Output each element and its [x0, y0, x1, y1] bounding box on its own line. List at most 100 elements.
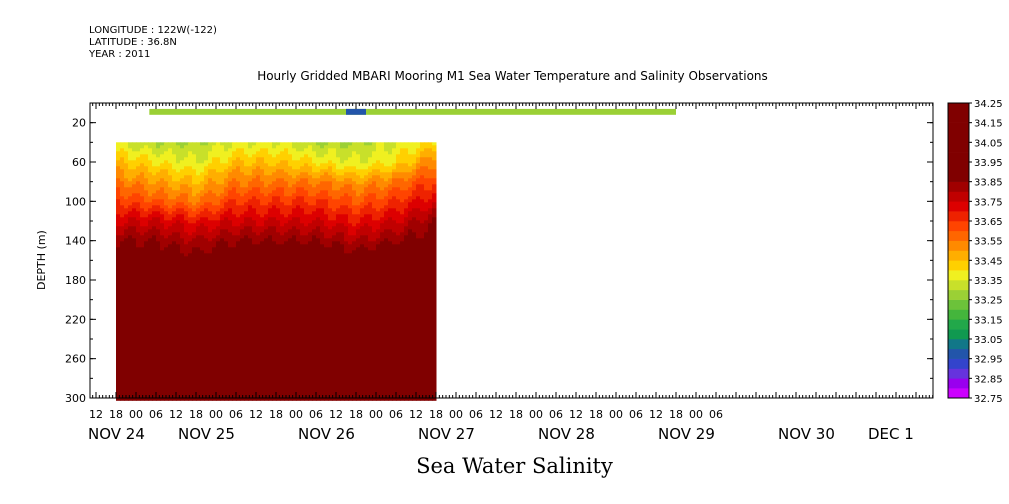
heatmap-cell [224, 202, 229, 206]
heatmap-cell [248, 388, 253, 392]
heatmap-cell [276, 223, 281, 227]
heatmap-cell [324, 229, 329, 233]
heatmap-cell [192, 154, 197, 158]
heatmap-cell [236, 355, 241, 359]
heatmap-cell [340, 301, 345, 305]
heatmap-cell [264, 301, 269, 305]
heatmap-cell [168, 190, 173, 194]
heatmap-cell [340, 292, 345, 296]
heatmap-cell [244, 391, 249, 395]
heatmap-cell [256, 172, 261, 176]
heatmap-cell [292, 235, 297, 239]
heatmap-cell [120, 346, 125, 350]
heatmap-cell [220, 295, 225, 299]
heatmap-cell [200, 292, 205, 296]
heatmap-cell [344, 268, 349, 272]
heatmap-cell [272, 340, 277, 344]
heatmap-cell [144, 277, 149, 281]
heatmap-cell [216, 331, 221, 335]
heatmap-cell [288, 280, 293, 284]
heatmap-cell [256, 310, 261, 314]
heatmap-cell [216, 265, 221, 269]
heatmap-cell [160, 388, 165, 392]
heatmap-cell [308, 316, 313, 320]
heatmap-cell [312, 223, 317, 227]
heatmap-cell [168, 169, 173, 173]
heatmap-cell [132, 394, 137, 398]
heatmap-cell [296, 364, 301, 368]
heatmap-cell [172, 313, 177, 317]
heatmap-cell [124, 232, 129, 236]
heatmap-cell [180, 274, 185, 278]
heatmap-cell [296, 358, 301, 362]
heatmap-cell [124, 238, 129, 242]
heatmap-cell [196, 208, 201, 212]
heatmap-cell [116, 226, 121, 230]
heatmap-cell [208, 322, 213, 326]
heatmap-cell [248, 295, 253, 299]
heatmap-cell [128, 271, 133, 275]
heatmap-cell [208, 244, 213, 248]
heatmap-cell [148, 304, 153, 308]
heatmap-cell [260, 160, 265, 164]
heatmap-cell [280, 184, 285, 188]
heatmap-cell [228, 160, 233, 164]
heatmap-cell [344, 211, 349, 215]
heatmap-cell [312, 298, 317, 302]
heatmap-cell [268, 334, 273, 338]
heatmap-cell [296, 292, 301, 296]
heatmap-cell [296, 388, 301, 392]
heatmap-cell [228, 274, 233, 278]
heatmap-cell [208, 217, 213, 221]
heatmap-cell [228, 376, 233, 380]
heatmap-cell [156, 301, 161, 305]
heatmap-cell [328, 331, 333, 335]
heatmap-cell [228, 187, 233, 191]
heatmap-cell [220, 277, 225, 281]
heatmap-cell [124, 295, 129, 299]
heatmap-cell [244, 310, 249, 314]
heatmap-cell [256, 367, 261, 371]
heatmap-cell [276, 286, 281, 290]
heatmap-cell [288, 145, 293, 149]
heatmap-cell [244, 304, 249, 308]
heatmap-cell [296, 277, 301, 281]
heatmap-cell [180, 388, 185, 392]
heatmap-cell [132, 223, 137, 227]
heatmap-cell [344, 208, 349, 212]
heatmap-cell [268, 298, 273, 302]
heatmap-cell [332, 205, 337, 209]
heatmap-cell [212, 280, 217, 284]
heatmap-cell [264, 193, 269, 197]
heatmap-cell [148, 373, 153, 377]
heatmap-cell [212, 316, 217, 320]
heatmap-cell [260, 268, 265, 272]
heatmap-cell [252, 316, 257, 320]
heatmap-cell [196, 265, 201, 269]
heatmap-cell [324, 346, 329, 350]
heatmap-cell [208, 298, 213, 302]
heatmap-cell [200, 157, 205, 161]
heatmap-cell [120, 391, 125, 395]
heatmap-cell [196, 277, 201, 281]
heatmap-cell [264, 334, 269, 338]
heatmap-cell [180, 238, 185, 242]
heatmap-cell [168, 298, 173, 302]
heatmap-cell [176, 229, 181, 233]
heatmap-cell [292, 307, 297, 311]
heatmap-cell [196, 319, 201, 323]
heatmap-cell [236, 166, 241, 170]
heatmap-cell [180, 382, 185, 386]
heatmap-cell [228, 244, 233, 248]
heatmap-cell [292, 238, 297, 242]
heatmap-cell [164, 178, 169, 182]
heatmap-cell [180, 175, 185, 179]
heatmap-cell [276, 376, 281, 380]
heatmap-cell [228, 253, 233, 257]
heatmap-cell [308, 397, 313, 401]
heatmap-cell [284, 229, 289, 233]
heatmap-cell [260, 358, 265, 362]
heatmap-cell [284, 355, 289, 359]
heatmap-cell [132, 169, 137, 173]
heatmap-cell [216, 349, 221, 353]
